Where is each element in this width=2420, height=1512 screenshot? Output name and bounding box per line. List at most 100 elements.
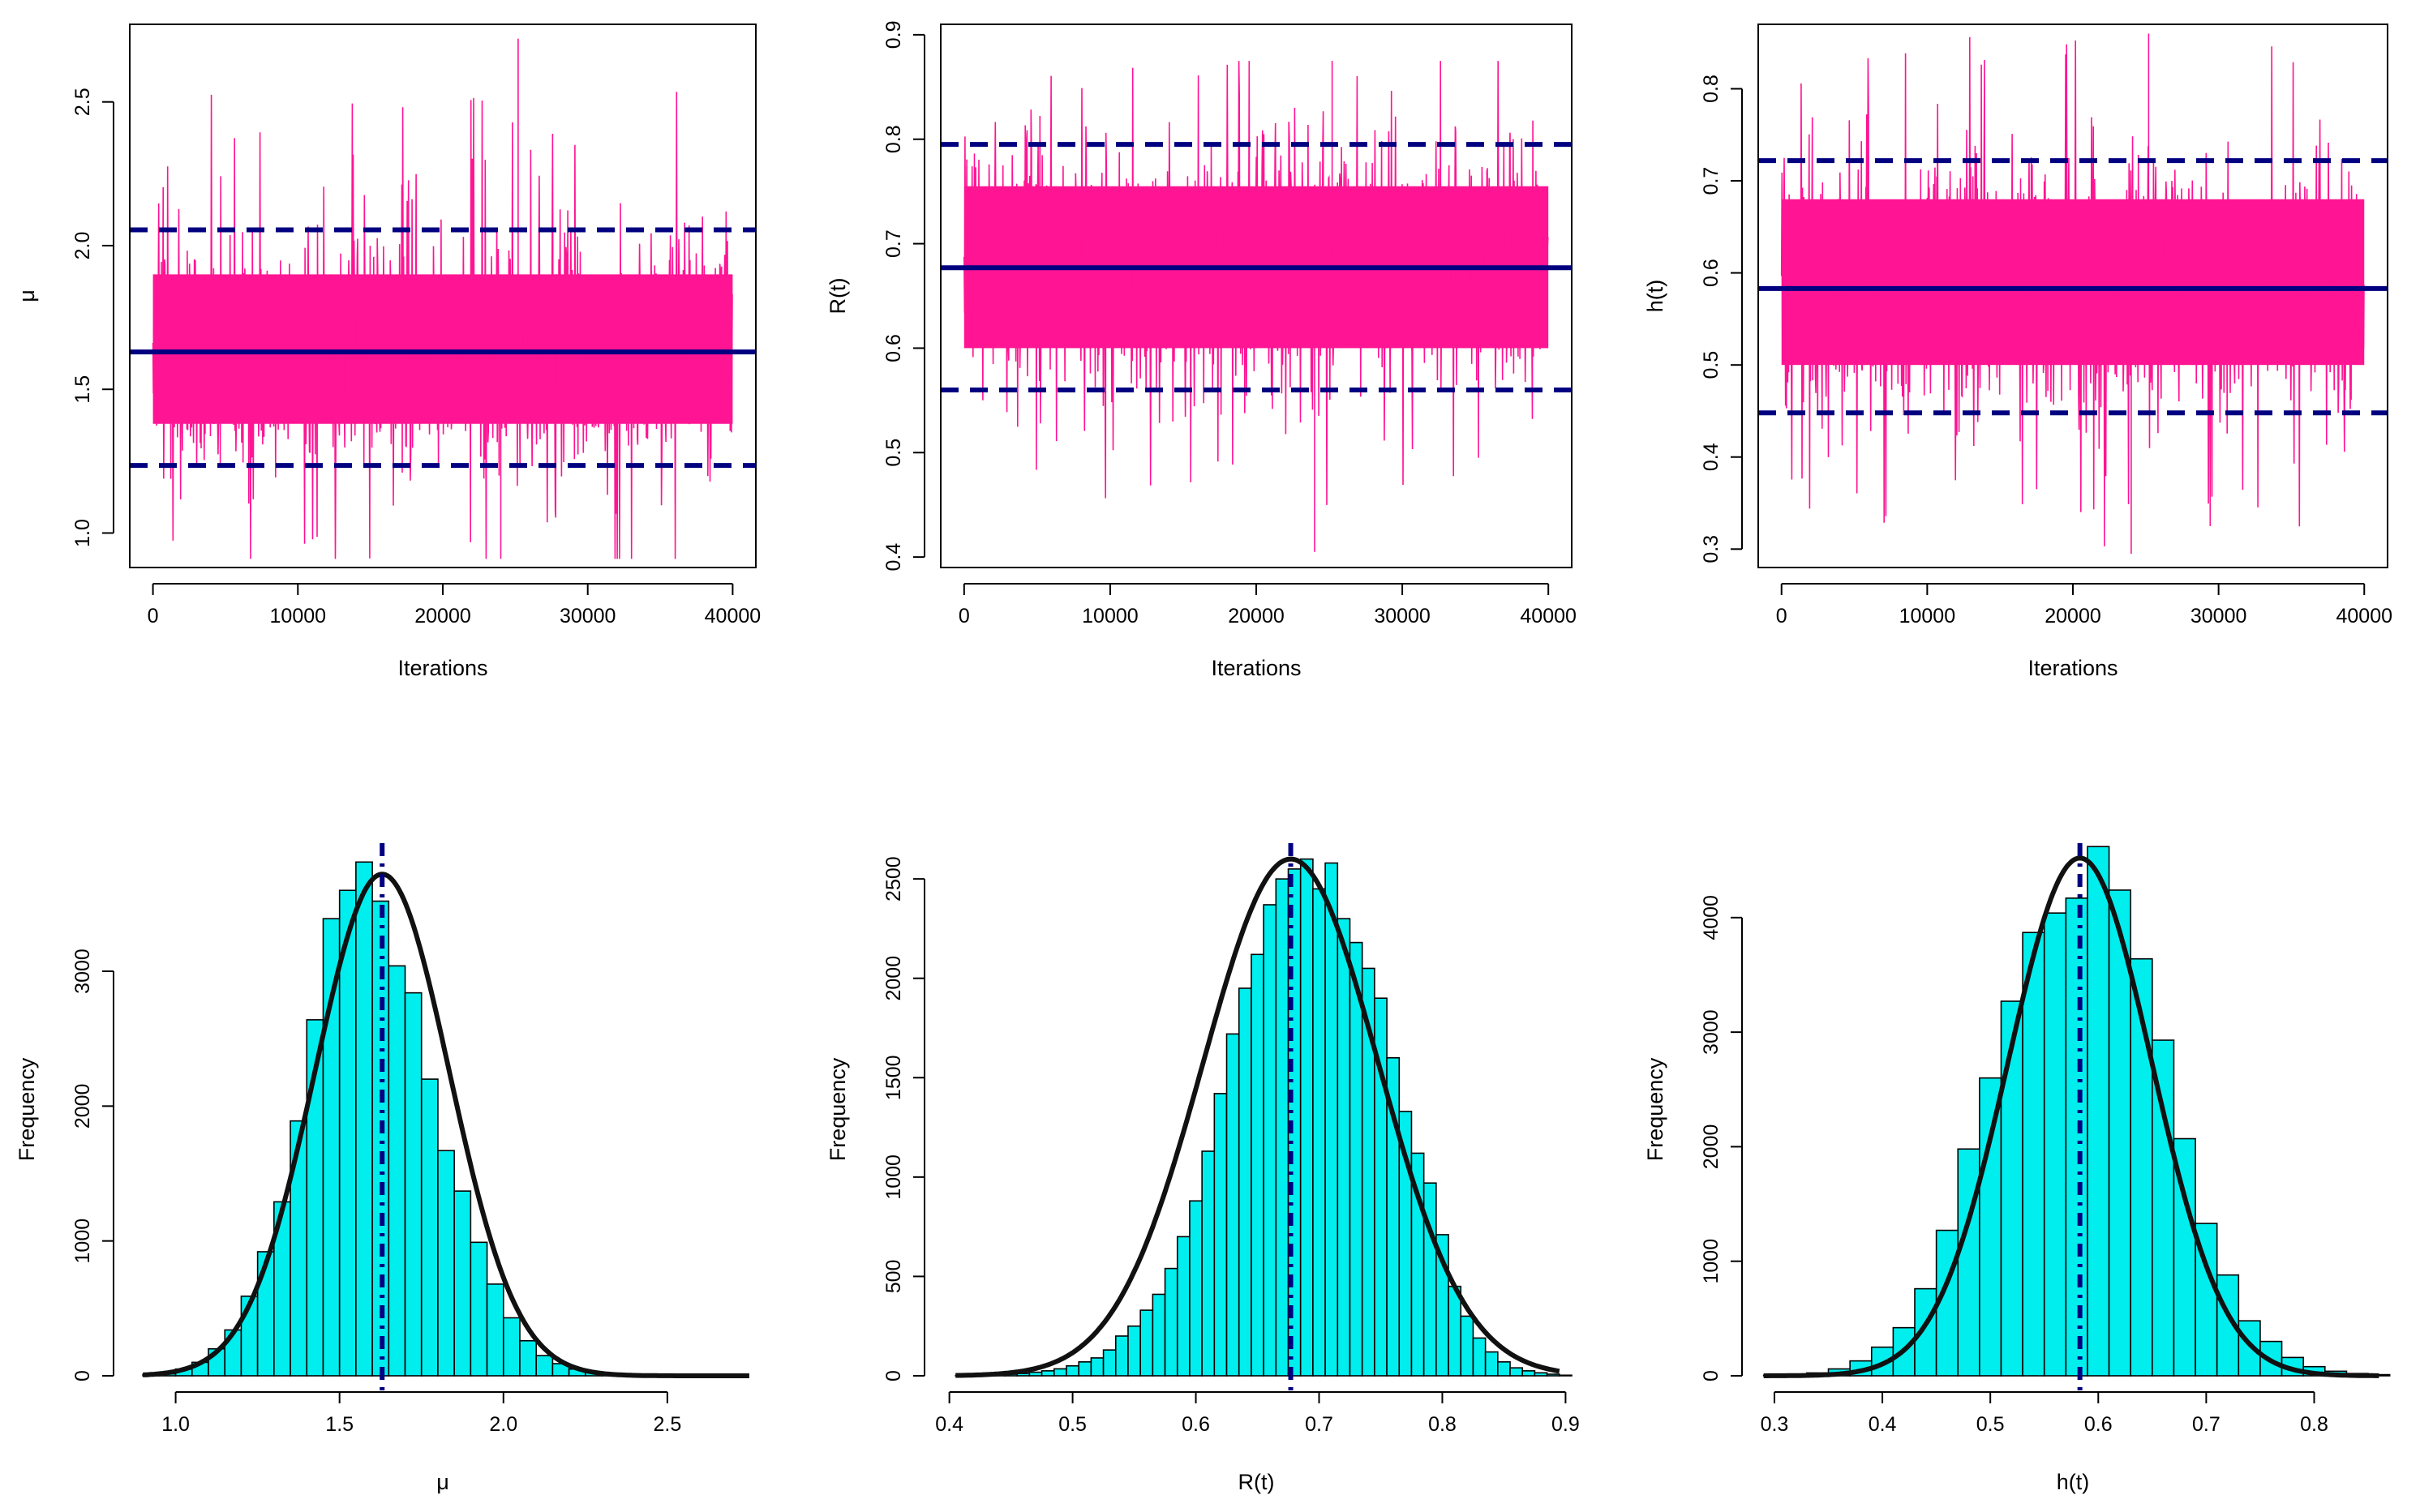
histogram-bar [2065, 897, 2088, 1377]
y-tick-label: 0.4 [1700, 443, 1723, 471]
x-tick-label: 0.9 [1551, 1413, 1580, 1436]
x-tick-label: 0.5 [1976, 1413, 2005, 1436]
histogram-bar [1324, 862, 1339, 1377]
plot-frame [1757, 24, 2388, 568]
y-tick-label: 0.6 [1700, 259, 1723, 287]
histogram-bar [2087, 846, 2110, 1377]
y-tick-label: 0.7 [1700, 167, 1723, 195]
x-tick-label: 40000 [2336, 605, 2392, 628]
histogram-bar [388, 965, 406, 1377]
histogram-bar [1053, 1368, 1067, 1377]
x-tick-label: 40000 [1520, 605, 1577, 628]
histogram-bar [1460, 1315, 1474, 1377]
histogram-bar [1176, 1236, 1191, 1377]
trace-line [1780, 33, 2365, 554]
histogram-bar [502, 1317, 521, 1377]
histogram-bar [1251, 953, 1264, 1377]
histogram-bar [355, 861, 373, 1377]
histogram-bar [1102, 1349, 1117, 1377]
histogram-bar [1041, 1370, 1055, 1377]
histogram-bar [1139, 1309, 1154, 1377]
x-tick-label: 0.5 [1058, 1413, 1087, 1436]
x-tick-label: 0.4 [935, 1413, 963, 1436]
x-tick-label: 1.5 [325, 1413, 354, 1436]
density-curve [955, 856, 1560, 1378]
histogram-bar [1127, 1325, 1141, 1377]
histogram-bar [2108, 889, 2132, 1377]
y-tick-label: 1000 [1700, 1239, 1723, 1284]
y-tick-label: 0 [882, 1370, 905, 1381]
histogram-bar [1957, 1148, 1980, 1377]
y-tick-label: 2000 [882, 956, 905, 1001]
y-tick-label: 0 [71, 1370, 94, 1381]
x-tick-label: 10000 [1082, 605, 1139, 628]
x-tick-label: 0.7 [2192, 1413, 2220, 1436]
histogram-bar [2152, 1039, 2175, 1377]
x-tick-label: 20000 [2045, 605, 2101, 628]
x-axis-label: Iterations [2027, 656, 2118, 680]
histogram-bar [1225, 1033, 1240, 1377]
y-tick-label: 1000 [882, 1154, 905, 1200]
x-tick-label: 30000 [1374, 605, 1431, 628]
x-tick-label: 0.6 [2084, 1413, 2113, 1436]
histogram-bar [1189, 1200, 1203, 1377]
panel-hist-h: 0.3 0.4 0.5 0.6 0.7 0.8 0 1000 2000 3000 4000 h(t) F… [1643, 843, 2391, 1494]
y-axis-label: h(t) [1643, 280, 1667, 313]
histogram-bar [322, 918, 341, 1377]
density-curve [1763, 855, 2379, 1378]
histogram-bar [486, 1283, 504, 1377]
y-axis-label: μ [15, 289, 39, 302]
y-tick-label: 2000 [1700, 1124, 1723, 1170]
histogram-bar [2022, 932, 2045, 1377]
trace-line [963, 61, 1549, 552]
y-axis-label: Frequency [1643, 1057, 1667, 1161]
y-axis-label: Frequency [15, 1057, 39, 1161]
histogram-bar [1114, 1335, 1129, 1377]
y-tick-label: 0.8 [882, 125, 905, 153]
x-tick-label: 0.8 [1428, 1413, 1457, 1436]
y-tick-label: 4000 [1700, 895, 1723, 940]
x-tick-label: 2.5 [653, 1413, 681, 1436]
histogram-bar [1164, 1267, 1178, 1377]
y-tick-label: 0.3 [1700, 535, 1723, 563]
x-tick-label: 40000 [705, 605, 762, 628]
x-tick-label: 0.7 [1305, 1413, 1333, 1436]
plot-frame [129, 24, 757, 568]
x-tick-label: 0 [1776, 605, 1787, 628]
x-axis-label: h(t) [2057, 1470, 2090, 1494]
histogram-bar [1448, 1285, 1462, 1377]
x-tick-label: 10000 [270, 605, 327, 628]
y-axis-label: R(t) [826, 278, 850, 315]
histogram-bar [1534, 1372, 1548, 1377]
panel-hist-R: 0.4 0.5 0.6 0.7 0.8 0.9 0 500 1000 1500 2000 2500 R(… [826, 843, 1580, 1494]
y-tick-label: 0.4 [882, 543, 905, 572]
y-axis-label: Frequency [826, 1057, 850, 1161]
panel-hist-mu: 1.0 1.5 2.0 2.5 0 1000 2000 3000 μ Frequency [15, 843, 749, 1494]
histogram-bar [1497, 1361, 1511, 1377]
x-axis-label: μ [436, 1470, 449, 1494]
y-tick-label: 2.0 [71, 232, 94, 260]
x-tick-label: 2.0 [489, 1413, 517, 1436]
y-tick-label: 0.7 [882, 229, 905, 258]
y-tick-label: 3000 [1700, 1009, 1723, 1055]
histogram-bar [535, 1355, 554, 1377]
y-tick-label: 0 [1700, 1370, 1723, 1381]
histogram-bar [420, 1078, 439, 1377]
y-tick-label: 1000 [71, 1219, 94, 1264]
histogram-bar [470, 1241, 488, 1377]
histogram-bar [1152, 1293, 1166, 1377]
plot-frame [940, 24, 1573, 568]
x-tick-label: 30000 [2190, 605, 2247, 628]
histogram-bar [1509, 1367, 1524, 1377]
histogram-bar [437, 1150, 455, 1377]
histogram-bar [1066, 1364, 1079, 1377]
trace-line [152, 38, 733, 559]
histogram-bar [404, 992, 423, 1377]
histogram-bar [1521, 1370, 1536, 1377]
histogram-bar [1484, 1351, 1499, 1377]
histogram-bar [1028, 1371, 1043, 1377]
x-tick-label: 20000 [414, 605, 471, 628]
histogram-bar [1472, 1337, 1487, 1377]
x-tick-label: 0.8 [2300, 1413, 2328, 1436]
histogram-bar [1263, 904, 1277, 1377]
